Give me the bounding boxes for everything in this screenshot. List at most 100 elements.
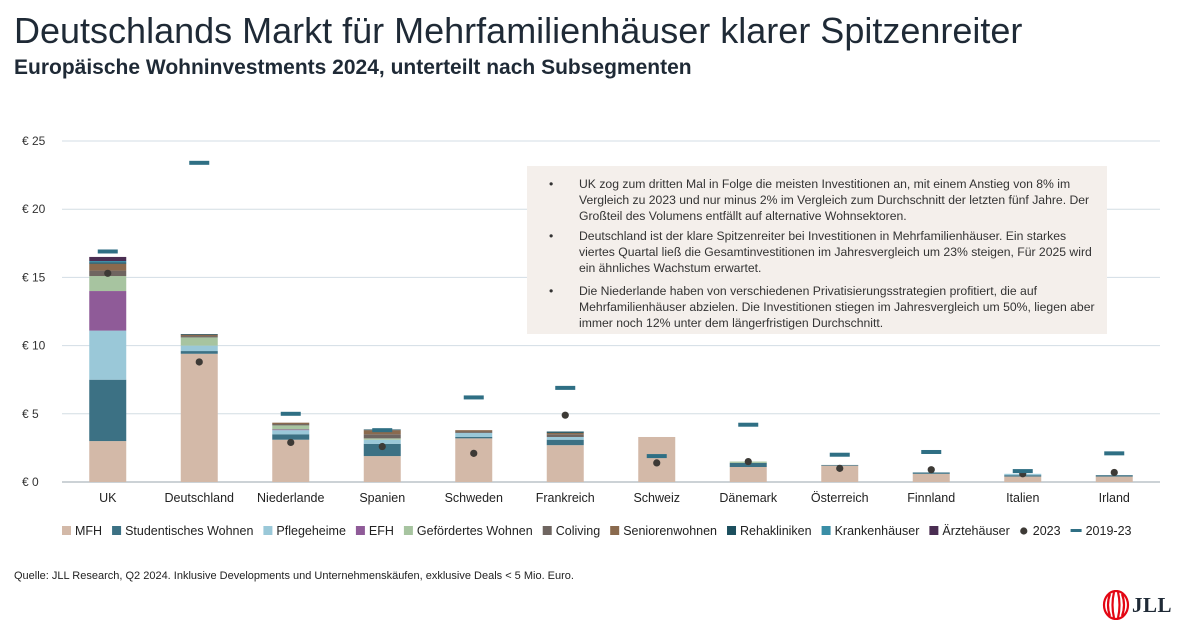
bar-segment bbox=[546, 439, 584, 446]
bullet-icon: • bbox=[549, 284, 554, 298]
page-subtitle: Europäische Wohninvestments 2024, untert… bbox=[14, 56, 692, 79]
stacked-bar-chart: € 0 € 5 € 10 € 15 € 20 € 25 UK Deutschland Niede… bbox=[22, 134, 1160, 538]
x-tick-label: Österreich bbox=[811, 491, 869, 505]
bar-segment bbox=[363, 430, 401, 435]
bar-segment bbox=[455, 438, 493, 482]
bar-segment bbox=[180, 334, 218, 337]
legend-swatch bbox=[403, 526, 413, 535]
y-tick-label: € 15 bbox=[22, 270, 46, 284]
legend-label: MFH bbox=[75, 524, 102, 538]
bar-segment bbox=[1004, 476, 1042, 482]
bar-segment bbox=[180, 334, 218, 335]
jll-logo: JLL bbox=[1102, 589, 1178, 622]
bar-segment bbox=[89, 379, 127, 442]
bullet-icon: • bbox=[549, 229, 554, 243]
bar-segment bbox=[455, 431, 493, 433]
marker-2019-23-dash bbox=[646, 454, 667, 459]
bar-segment bbox=[272, 429, 310, 431]
y-tick-label: € 5 bbox=[22, 407, 39, 421]
bar-segment bbox=[546, 445, 584, 482]
bar-segment bbox=[180, 353, 218, 482]
bar-segment bbox=[89, 276, 127, 292]
bar-segment bbox=[89, 263, 127, 271]
legend-label: Studentisches Wohnen bbox=[125, 524, 253, 538]
legend-label: EFH bbox=[369, 524, 394, 538]
legend-label: Ärztehäuser bbox=[942, 524, 1009, 538]
page-title: Deutschlands Markt für Mehrfamilienhäuse… bbox=[14, 10, 1023, 51]
bar-segment bbox=[89, 330, 127, 380]
legend-label: Seniorenwohnen bbox=[623, 524, 717, 538]
marker-2023-dot bbox=[836, 464, 844, 472]
jll-logo-icon bbox=[1102, 589, 1130, 621]
marker-2023-dot bbox=[561, 411, 569, 419]
bullet-icon: • bbox=[549, 177, 554, 191]
commentary-box: • UK zog zum dritten Mal in Folge die me… bbox=[527, 166, 1107, 334]
x-tick-label: UK bbox=[99, 491, 117, 505]
legend-label: Rehakliniken bbox=[740, 524, 812, 538]
marker-2023-dot bbox=[927, 466, 935, 474]
bar-segment bbox=[729, 466, 767, 482]
bar-segment bbox=[272, 422, 310, 425]
marker-2019-23-dash bbox=[555, 385, 576, 390]
legend-swatch bbox=[112, 526, 122, 535]
x-tick-label: Schweiz bbox=[633, 491, 680, 505]
note-text: Deutschland ist der klare Spitzenreiter … bbox=[579, 229, 1092, 275]
note-text: Die Niederlande haben von verschiedenen … bbox=[579, 284, 1095, 330]
marker-2023-dot bbox=[378, 442, 386, 451]
bar-segment bbox=[546, 431, 584, 433]
bar-segment bbox=[89, 291, 127, 331]
marker-2019-23-dash bbox=[463, 395, 484, 400]
bar-segment bbox=[272, 424, 310, 426]
note-text: UK zog zum dritten Mal in Folge die meis… bbox=[579, 177, 1090, 223]
legend-swatch bbox=[727, 526, 737, 535]
bar-segment bbox=[455, 432, 493, 437]
marker-2023-dot bbox=[195, 358, 203, 366]
bar-segment bbox=[272, 430, 310, 435]
legend-swatch bbox=[929, 526, 939, 535]
legend-label: Gefördertes Wohnen bbox=[417, 524, 533, 538]
legend-swatch bbox=[821, 526, 831, 535]
bar-segment bbox=[180, 336, 218, 338]
marker-2023-dot bbox=[653, 459, 661, 467]
legend-swatch bbox=[355, 526, 365, 535]
bar-segment bbox=[912, 473, 950, 482]
bar-segment bbox=[89, 441, 127, 482]
x-tick-label: Spanien bbox=[359, 491, 405, 505]
bar-segment bbox=[272, 439, 310, 482]
legend-label: 2023 bbox=[1033, 524, 1061, 538]
legend-swatch-dot bbox=[1020, 527, 1028, 535]
bar-segment bbox=[546, 432, 584, 435]
marker-2019-23-dash bbox=[97, 249, 118, 254]
bar-segment bbox=[89, 256, 127, 262]
marker-2023-dot bbox=[744, 457, 752, 466]
y-tick-label: € 25 bbox=[22, 134, 46, 148]
bar-segment bbox=[546, 434, 584, 437]
legend-swatch bbox=[610, 526, 620, 535]
bar-segment bbox=[89, 262, 127, 264]
marker-2023-dot bbox=[470, 449, 478, 457]
bar-segment bbox=[455, 436, 493, 439]
marker-2019-23-dash bbox=[738, 422, 759, 427]
legend-swatch bbox=[542, 526, 552, 535]
bar-segment bbox=[1095, 476, 1133, 482]
legend-label: Coliving bbox=[556, 524, 601, 538]
bar-segment bbox=[363, 439, 401, 444]
y-tick-label: € 0 bbox=[22, 475, 39, 489]
marker-2019-23-dash bbox=[1012, 469, 1033, 474]
legend-label: Pflegeheime bbox=[276, 524, 346, 538]
marker-2023-dot bbox=[104, 269, 112, 277]
bar-segment bbox=[180, 337, 218, 346]
bar-segment bbox=[546, 436, 584, 440]
x-tick-label: Italien bbox=[1006, 491, 1039, 505]
x-tick-label: Irland bbox=[1099, 491, 1130, 505]
marker-2019-23-dash bbox=[829, 452, 850, 457]
x-tick-label: Schweden bbox=[445, 491, 503, 505]
marker-2019-23-dash bbox=[921, 449, 942, 454]
source-note: Quelle: JLL Research, Q2 2024. Inklusive… bbox=[14, 570, 574, 582]
y-tick-label: € 10 bbox=[22, 339, 46, 353]
bar-segment bbox=[89, 261, 127, 263]
bar-segment bbox=[363, 456, 401, 482]
jll-logo-text: JLL bbox=[1132, 593, 1173, 617]
x-tick-label: Frankreich bbox=[536, 491, 595, 505]
x-tick-label: Dänemark bbox=[719, 491, 777, 505]
